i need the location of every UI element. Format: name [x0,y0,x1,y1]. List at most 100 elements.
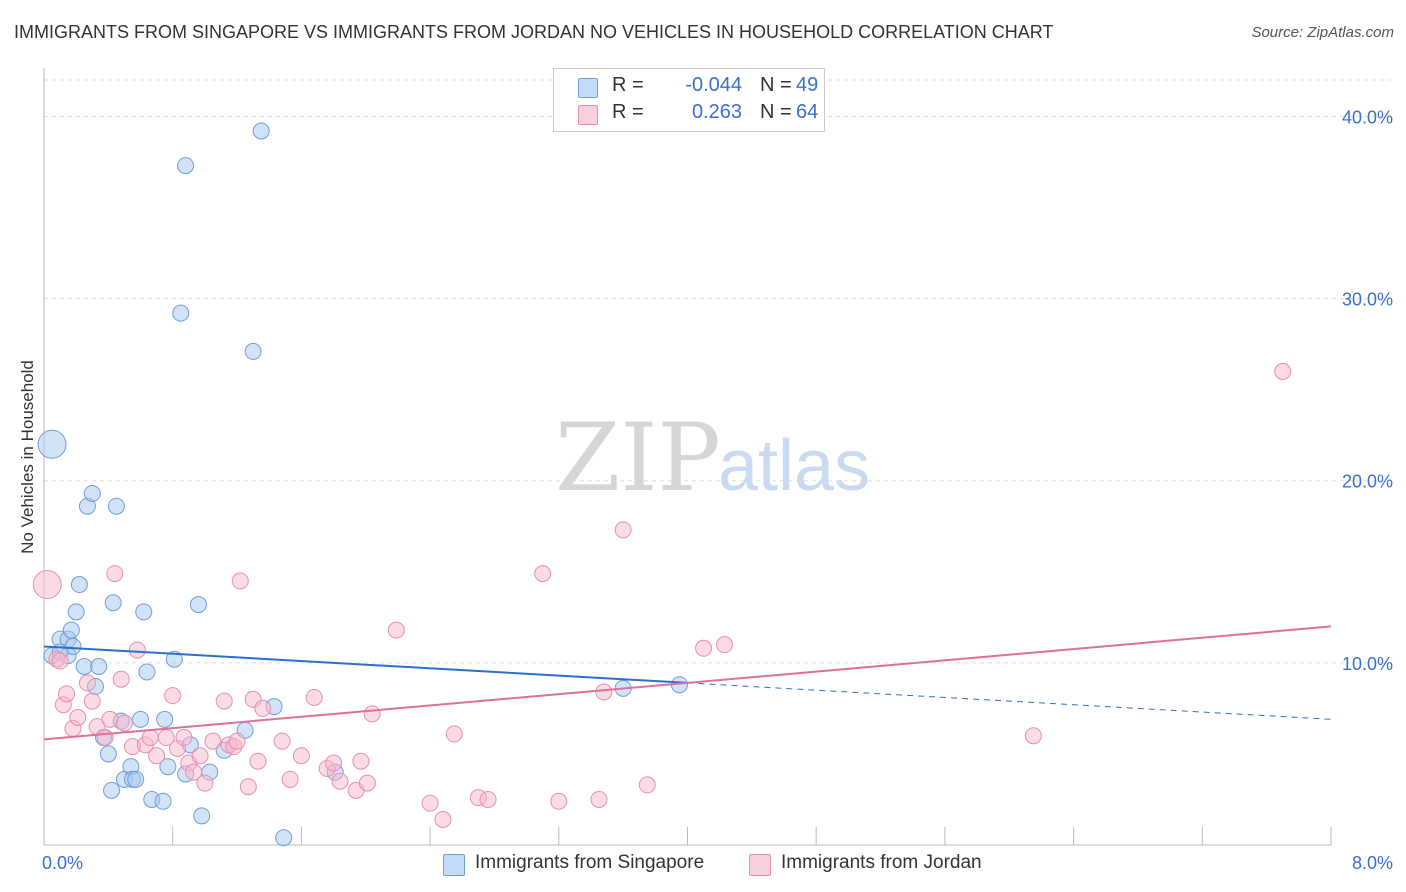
jordan-point [1024,727,1042,745]
legend-r-value: -0.044 [685,74,742,96]
legend-r-value: 0.263 [691,101,742,123]
singapore-trend-extension [687,682,1332,720]
jordan-point [292,747,310,765]
jordan-point [69,709,87,726]
jordan-point [228,732,246,750]
bottom-legend-label-jordan: Immigrants from Jordan [781,852,982,873]
jordan-point [175,729,193,747]
legend-r-label: R = [612,74,644,96]
jordan-point [331,772,349,790]
singapore-point [189,596,207,614]
jordan-point [51,652,69,670]
singapore-point [165,650,183,668]
jordan-point [534,565,552,583]
jordan-point [387,621,405,639]
jordan-point [352,752,370,770]
jordan-point [231,572,249,590]
singapore-point [159,758,177,776]
jordan-point [479,790,497,808]
jordan-point [185,763,203,781]
bottom-legend-swatch-singapore [443,854,465,876]
jordan-point [254,699,272,717]
x-tick-label: 8.0% [1352,853,1393,873]
jordan-point [305,688,323,706]
singapore-point [252,122,270,140]
jordan-point [590,790,608,808]
y-tick-label: 40.0% [1342,107,1393,127]
jordan-point [638,776,656,794]
jordan-point [281,770,299,788]
singapore-point [275,829,293,847]
legend-swatch-jordan [578,105,598,125]
jordan-point [434,811,452,828]
jordan-point [164,687,182,705]
jordan-point [32,570,62,600]
legend-swatch-singapore [578,78,598,98]
jordan-point [249,752,267,770]
bottom-legend-label-singapore: Immigrants from Singapore [475,852,705,873]
legend-n-label: N = [760,101,792,123]
tick-labels: 10.0% 20.0% 30.0% 40.0% 0.0% 8.0% [42,107,1393,873]
bottom-legend-swatch-jordan [749,854,771,876]
jordan-point [445,725,463,743]
singapore-point [156,710,174,728]
jordan-point [58,685,76,703]
jordan-point [148,747,166,765]
legend-n-value: 64 [796,101,819,123]
jordan-point [239,778,257,796]
jordan-point [215,692,233,710]
singapore-point [154,792,172,810]
jordan-point [550,792,568,810]
jordan-point [695,639,713,657]
singapore-point [177,157,195,175]
singapore-point [107,497,125,515]
singapore-point [83,484,101,502]
jordan-point [112,670,130,688]
jordan-point [421,794,439,812]
singapore-point [104,594,122,612]
legend-n-label: N = [760,74,792,96]
watermark-zip: ZIP [555,404,721,513]
x-tick-label: 0.0% [42,853,83,873]
singapore-point [67,603,85,621]
correlation-legend: R = -0.044 N = 49 R = 0.263 N = 64 [553,68,825,132]
singapore-point [193,807,211,825]
jordan-trend-line [43,625,1332,741]
jordan-point [196,774,214,792]
jordan-point [96,729,114,747]
singapore-point [127,770,145,788]
jordan-point [325,754,343,772]
singapore-point [103,781,121,799]
legend-r-label: R = [612,101,644,123]
singapore-point [99,745,117,763]
y-tick-label: 20.0% [1342,472,1393,492]
source-label: Source: ZipAtlas.com [1251,24,1394,41]
singapore-point [90,658,108,675]
singapore-point [172,304,190,322]
jordan-point [595,683,613,701]
jordan-point [128,641,146,659]
singapore-trend-line [43,645,688,684]
singapore-point [135,603,153,621]
jordan-point [101,710,119,728]
singapore-point [70,576,88,594]
jordan-point [141,729,159,747]
chart-title: IMMIGRANTS FROM SINGAPORE VS IMMIGRANTS … [14,22,1054,42]
y-tick-label: 10.0% [1342,654,1393,674]
jordan-point [614,521,632,539]
jordan-point [716,636,734,654]
jordan-point [106,565,124,583]
jordan-point [78,674,96,692]
data-points [32,122,1292,847]
singapore-point [37,429,67,459]
trend-lines [43,625,1332,741]
watermark: ZIP atlas [555,404,870,513]
y-tick-label: 30.0% [1342,290,1393,310]
jordan-point [273,732,291,750]
jordan-point [115,714,133,732]
singapore-point [75,658,93,675]
singapore-point [62,621,80,639]
jordan-point [204,732,222,750]
singapore-point [138,663,156,681]
